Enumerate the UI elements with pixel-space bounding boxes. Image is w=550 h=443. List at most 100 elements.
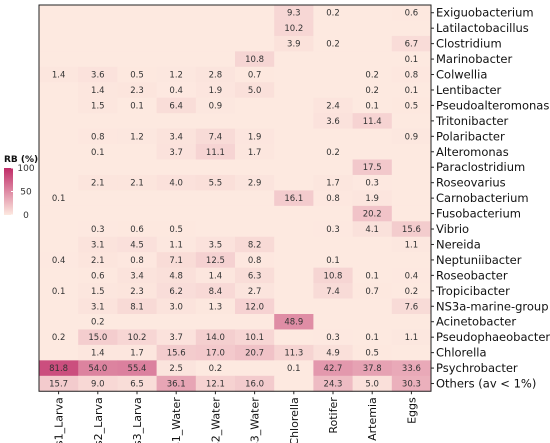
heatmap-cell	[39, 252, 79, 269]
cell-value-label: 0.4	[52, 256, 66, 266]
cell-value-label: 17.5	[363, 163, 382, 173]
cell-value-label: 3.5	[209, 240, 223, 250]
cell-value-label: 55.4	[128, 364, 147, 374]
cell-value-label: 3.4	[130, 271, 144, 281]
cell-value-label: 4.0	[169, 179, 183, 189]
heatmap-cell	[313, 159, 353, 176]
cell-value-label: 1.2	[130, 132, 144, 142]
heatmap-cell	[156, 97, 197, 114]
heatmap-cell	[39, 144, 79, 160]
heatmap-cell	[352, 360, 393, 377]
row-label: Latilactobacillus	[436, 21, 529, 35]
row-label: Carnobacterium	[436, 191, 529, 205]
heatmap-cell	[274, 267, 314, 284]
heatmap-cell	[391, 360, 432, 377]
cell-value-label: 14.0	[206, 333, 225, 343]
heatmap-cell	[313, 113, 353, 129]
row-label: Psychrobacter	[436, 361, 518, 375]
cell-value-label: 12.1	[206, 380, 225, 390]
cell-value-label: 15.0	[88, 333, 107, 343]
heatmap-cell	[235, 329, 275, 346]
heatmap-cell	[313, 5, 353, 21]
cell-value-label: 0.2	[209, 364, 223, 374]
heatmap-cell	[117, 190, 157, 207]
heatmap-cell	[117, 314, 157, 330]
cell-value-label: 0.1	[365, 333, 379, 343]
heatmap-cell	[235, 344, 275, 361]
heatmap-cell	[235, 298, 275, 315]
heatmap-cell	[274, 252, 314, 269]
legend-tick-label: 100	[17, 164, 34, 174]
heatmap-cell	[352, 252, 393, 269]
heatmap-cell	[352, 174, 393, 191]
column-label: Rotifer	[327, 397, 340, 434]
cell-value-label: 3.9	[287, 40, 301, 50]
cell-value-label: 2.8	[209, 71, 223, 81]
heatmap-cell	[352, 221, 393, 238]
heatmap-cell	[391, 329, 432, 346]
heatmap-cell	[352, 144, 393, 160]
heatmap-cell	[313, 144, 353, 160]
heatmap-cell	[352, 283, 393, 299]
legend-title: RB (%)	[4, 155, 38, 165]
row-label: Roseobacter	[436, 268, 508, 282]
heatmap-cell	[195, 113, 236, 129]
heatmap-cell	[235, 314, 275, 330]
cell-value-label: 0.3	[91, 225, 105, 235]
row-label: Clostridium	[436, 37, 502, 51]
cell-value-label: 3.1	[91, 302, 105, 312]
heatmap-cell	[313, 375, 353, 392]
row-label: Nereida	[436, 237, 481, 251]
heatmap-cell	[352, 113, 393, 129]
cell-value-label: 20.7	[245, 349, 264, 359]
heatmap-cell	[78, 298, 118, 315]
heatmap-cell	[117, 51, 157, 68]
heatmap-cell	[78, 190, 118, 207]
heatmap-cell	[352, 35, 393, 52]
heatmap-cell	[391, 314, 432, 330]
heatmap-cell	[156, 314, 197, 330]
cell-value-label: 0.5	[405, 101, 419, 111]
heatmap-cell	[78, 205, 118, 222]
heatmap-cell	[235, 205, 275, 222]
heatmap-cell	[352, 82, 393, 99]
cell-value-label: 1.9	[209, 86, 223, 96]
heatmap-cell	[235, 113, 275, 129]
cell-value-label: 1.1	[405, 240, 419, 250]
cell-value-label: 0.2	[52, 333, 66, 343]
row-label: Fusobacterium	[436, 207, 521, 221]
heatmap-cell	[78, 97, 118, 114]
cell-value-label: 6.5	[130, 380, 144, 390]
cell-value-label: 7.6	[405, 302, 419, 312]
heatmap-cell	[78, 5, 118, 21]
heatmap-cell	[39, 283, 79, 299]
heatmap-cell	[78, 66, 118, 83]
heatmap-cell	[391, 144, 432, 160]
heatmap-cell	[352, 128, 393, 145]
heatmap-cell	[117, 344, 157, 361]
heatmap-cell	[117, 159, 157, 176]
heatmap-cell	[117, 20, 157, 37]
heatmap-cell	[274, 329, 314, 346]
heatmap-cell	[195, 298, 236, 315]
heatmap-cell	[156, 51, 197, 68]
cell-value-label: 1.9	[248, 132, 262, 142]
heatmap-cell	[235, 128, 275, 145]
heatmap-cell	[39, 205, 79, 222]
cell-value-label: 1.4	[91, 349, 105, 359]
heatmap-cell	[195, 35, 236, 52]
row-label: NS3a-marine-group	[436, 299, 549, 313]
row-label: Acinetobacter	[436, 315, 516, 329]
cell-value-label: 0.6	[130, 225, 144, 235]
heatmap-cell	[352, 314, 393, 330]
column-label: Dis3_Water	[249, 397, 262, 443]
cell-value-label: 10.2	[128, 333, 147, 343]
heatmap-cell	[195, 344, 236, 361]
cell-value-label: 0.2	[326, 9, 340, 19]
heatmap-cell	[313, 267, 353, 284]
cell-value-label: 3.7	[169, 333, 183, 343]
heatmap-cell	[352, 298, 393, 315]
heatmap-cell	[274, 344, 314, 361]
